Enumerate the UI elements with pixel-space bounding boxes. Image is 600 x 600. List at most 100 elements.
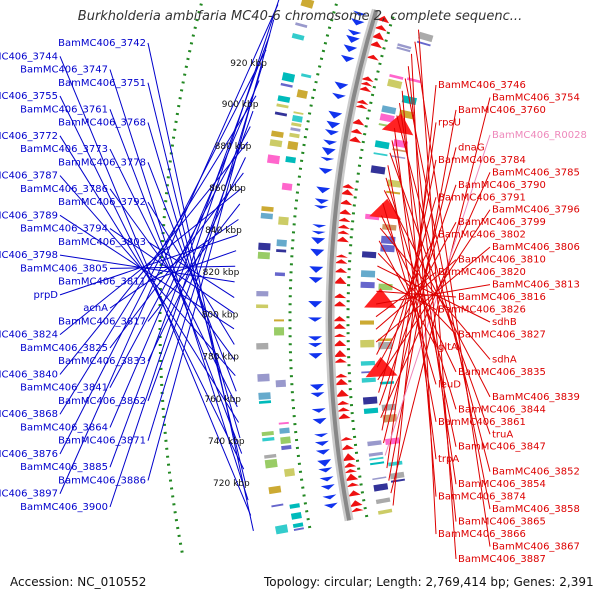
- label-leader-lines: [59, 0, 491, 560]
- gene-label[interactable]: BamMC406_3778: [58, 157, 146, 168]
- gene-label[interactable]: BamMC406_3754: [492, 92, 580, 103]
- functional-category-block: [381, 105, 397, 115]
- functional-category-block: [389, 471, 405, 480]
- gene-label[interactable]: BamMC406_3871: [58, 436, 146, 447]
- gene-label[interactable]: sdhB: [492, 317, 517, 328]
- gene-label[interactable]: BamMC406_3820: [438, 267, 526, 278]
- gene-label[interactable]: gltA: [438, 342, 458, 353]
- gene-label[interactable]: BamMC406_3887: [458, 554, 546, 565]
- gene-label[interactable]: BamMC406_3876: [0, 449, 58, 460]
- gene-label[interactable]: dnaG: [458, 142, 485, 153]
- gene-label[interactable]: BamMC406_3799: [458, 217, 546, 228]
- gene-label[interactable]: BamMC406_3816: [458, 292, 546, 303]
- gene-label[interactable]: BamMC406_3787: [0, 171, 58, 182]
- gene-label[interactable]: BamMC406_3755: [0, 91, 58, 102]
- gene-label[interactable]: BamMC406_3847: [458, 442, 546, 453]
- gene-label[interactable]: BamMC406_R0028: [492, 130, 587, 141]
- label-leader-line: [378, 240, 437, 348]
- gene-label[interactable]: leuD: [438, 379, 461, 390]
- label-leader-line: [59, 4, 279, 494]
- gene-label[interactable]: BamMC406_3785: [492, 167, 580, 178]
- gene-label[interactable]: BamMC406_3746: [438, 80, 526, 91]
- gene-label[interactable]: BamMC406_3868: [0, 409, 58, 420]
- gene-label[interactable]: BamMC406_3760: [458, 105, 546, 116]
- gene-label[interactable]: BamMC406_3839: [492, 392, 580, 403]
- gene-label[interactable]: prpD: [33, 290, 58, 301]
- gene-label[interactable]: BamMC406_3751: [58, 78, 146, 89]
- gene-label[interactable]: BamMC406_3897: [0, 489, 58, 500]
- gene-label[interactable]: BamMC406_3833: [58, 356, 146, 367]
- gene-label[interactable]: acnA: [83, 303, 108, 314]
- gene-label[interactable]: BamMC406_3784: [438, 155, 526, 166]
- gene-label[interactable]: BamMC406_3865: [458, 517, 546, 528]
- gene-label[interactable]: BamMC406_3803: [58, 237, 146, 248]
- label-leader-line: [411, 53, 437, 535]
- gene-label[interactable]: BamMC406_3761: [20, 104, 108, 115]
- gene-label[interactable]: BamMC406_3789: [0, 210, 58, 221]
- gene-label[interactable]: BamMC406_3811: [58, 277, 146, 288]
- gene-label[interactable]: truA: [492, 429, 513, 440]
- gene-label[interactable]: BamMC406_3886: [58, 475, 146, 486]
- ruler-tick-label: 780 kbp: [202, 353, 239, 363]
- gene-label[interactable]: BamMC406_3790: [458, 180, 546, 191]
- gene-label[interactable]: BamMC406_3805: [20, 263, 108, 274]
- gene-label[interactable]: BamMC406_3840: [0, 369, 58, 380]
- gene-label[interactable]: BamMC406_3817: [58, 316, 146, 327]
- label-leader-line: [147, 250, 237, 283]
- gene-label[interactable]: BamMC406_3744: [0, 51, 58, 62]
- gene-label[interactable]: BamMC406_3874: [438, 492, 526, 503]
- gene-label[interactable]: BamMC406_3844: [458, 404, 546, 415]
- label-leader-line: [59, 175, 236, 377]
- label-leader-line: [386, 122, 437, 469]
- gene-label[interactable]: BamMC406_3742: [58, 38, 146, 49]
- forward-gene-arrow: [310, 248, 325, 257]
- gene-label[interactable]: BamMC406_3825: [20, 343, 108, 354]
- functional-category-block: [293, 527, 304, 531]
- reverse-gene-arrow: [335, 389, 349, 397]
- functional-category-block: [368, 451, 383, 457]
- gene-label[interactable]: BamMC406_3798: [0, 250, 58, 261]
- reverse-gene-arrow: [371, 32, 385, 41]
- gene-label[interactable]: BamMC406_3900: [20, 502, 108, 513]
- gene-label[interactable]: BamMC406_3867: [492, 542, 580, 553]
- reverse-gene-arrow: [334, 373, 348, 378]
- gene-label[interactable]: BamMC406_3786: [20, 184, 108, 195]
- functional-category-block: [377, 508, 393, 515]
- gene-label[interactable]: BamMC406_3792: [58, 197, 146, 208]
- gene-label[interactable]: rpsU: [438, 117, 461, 128]
- gene-label[interactable]: BamMC406_3806: [492, 242, 580, 253]
- gene-label[interactable]: BamMC406_3841: [20, 383, 108, 394]
- gene-label[interactable]: BamMC406_3772: [0, 131, 58, 142]
- gene-label[interactable]: BamMC406_3885: [20, 462, 108, 473]
- gene-label[interactable]: BamMC406_3835: [458, 367, 546, 378]
- gene-label[interactable]: BamMC406_3768: [58, 118, 146, 129]
- gene-label[interactable]: BamMC406_3861: [438, 417, 526, 428]
- gene-label[interactable]: BamMC406_3802: [438, 230, 526, 241]
- ruler-tick-label: 840 kbp: [205, 226, 242, 236]
- gene-label[interactable]: BamMC406_3826: [438, 305, 526, 316]
- gene-label[interactable]: BamMC406_3866: [438, 529, 526, 540]
- ruler-tick-label: 920 kbp: [230, 59, 267, 69]
- gene-label[interactable]: BamMC406_3824: [0, 330, 58, 341]
- functional-category-block: [389, 74, 404, 80]
- gene-label[interactable]: BamMC406_3810: [458, 255, 546, 266]
- gene-label[interactable]: BamMC406_3854: [458, 479, 546, 490]
- gene-label[interactable]: BamMC406_3858: [492, 504, 580, 515]
- gene-label[interactable]: BamMC406_3813: [492, 280, 580, 291]
- functional-category-block: [278, 421, 289, 425]
- functional-category-block: [291, 122, 302, 127]
- gene-label[interactable]: BamMC406_3862: [58, 396, 146, 407]
- gene-label[interactable]: BamMC406_3852: [492, 467, 580, 478]
- gene-label[interactable]: trpA: [438, 454, 459, 465]
- gene-label[interactable]: BamMC406_3747: [20, 65, 108, 76]
- gene-label[interactable]: BamMC406_3791: [438, 192, 526, 203]
- gene-label[interactable]: BamMC406_3827: [458, 329, 546, 340]
- gene-label[interactable]: sdhA: [492, 354, 517, 365]
- gene-label[interactable]: BamMC406_3864: [20, 422, 108, 433]
- gene-label[interactable]: BamMC406_3794: [20, 224, 108, 235]
- forward-gene-arrow: [318, 467, 333, 473]
- reverse-gene-arrow: [338, 209, 352, 215]
- gene-label[interactable]: BamMC406_3773: [20, 144, 108, 155]
- gene-label[interactable]: BamMC406_3796: [492, 205, 580, 216]
- reverse-gene-arrow: [360, 76, 374, 82]
